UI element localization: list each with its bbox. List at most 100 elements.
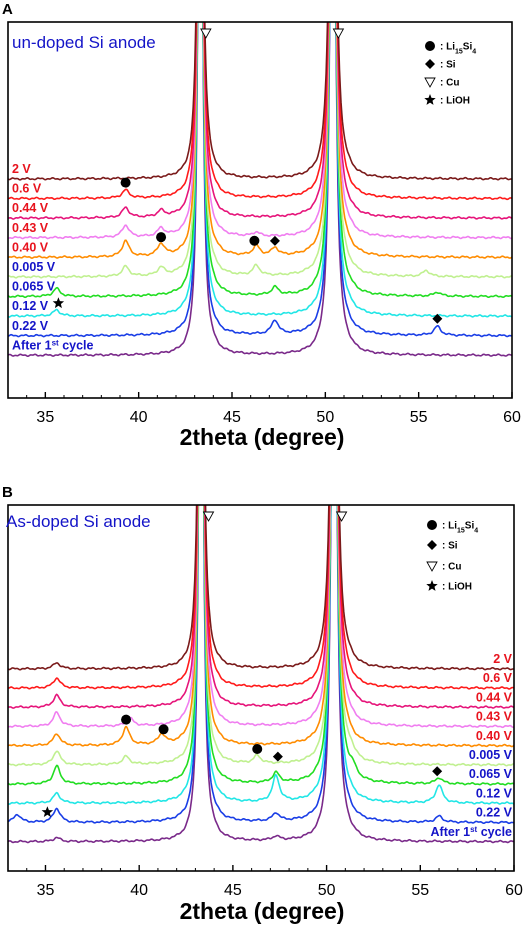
x-tick-label-60: 60 <box>503 409 521 426</box>
x-tick-label-50: 50 <box>318 882 336 899</box>
trace-0-40-v <box>8 505 514 748</box>
x-tick-label-55: 55 <box>411 882 429 899</box>
trace-label-0-6-v: 0.6 V <box>12 182 42 196</box>
legend-label-cu: : Cu <box>440 78 459 89</box>
trace-0-44-v <box>8 22 512 220</box>
trace-label-0-40-v: 0.40 V <box>12 240 49 254</box>
panel-a-x-ticks: 35 40 45 50 55 60 <box>7 392 521 426</box>
panel-b-letter: B <box>2 484 13 501</box>
legend-circle-icon <box>425 41 435 51</box>
legend-circle-icon <box>427 520 437 530</box>
legend-label-si: : Si <box>442 541 458 552</box>
x-tick-label-40: 40 <box>130 882 148 899</box>
trace-0-12-v <box>8 505 514 805</box>
panel-b: B 2 V 0.6 V 0.44 V 0.43 V 0.40 V 0.005 V 0.065… <box>2 484 523 924</box>
panel-b-x-axis-title: 2theta (degree) <box>180 898 345 924</box>
legend-label-lioh: : LiOH <box>442 582 472 593</box>
x-tick-label-45: 45 <box>224 882 242 899</box>
trace-0-40-v <box>8 22 512 260</box>
panel-a-title: un-doped Si anode <box>12 33 156 52</box>
trace-0-43-v <box>8 505 514 729</box>
trace-0-065-v <box>8 22 512 299</box>
legend-star-icon <box>424 94 436 105</box>
legend-diamond-icon <box>427 540 437 550</box>
trace-0-6-v <box>8 505 514 690</box>
trace-label-after-1st-cycle: After 1st cycle <box>12 338 94 353</box>
trace-0-005-v <box>8 22 512 279</box>
trace-0-6-v <box>8 22 512 201</box>
trace-label-0-6-v: 0.6 V <box>483 671 513 685</box>
marker-lioh-4 <box>41 806 54 817</box>
legend-label-lioh: : LiOH <box>440 96 470 107</box>
trace-label-0-005-v: 0.005 V <box>469 748 513 762</box>
legend-diamond-icon <box>425 59 435 69</box>
panel-b-title: As-doped Si anode <box>6 512 151 531</box>
trace-label-0-43-v: 0.43 V <box>12 221 49 235</box>
marker-si-5 <box>432 766 443 777</box>
marker-cu-7 <box>335 511 348 522</box>
trace-label-0-005-v: 0.005 V <box>12 260 56 274</box>
panel-b-traces <box>8 505 514 844</box>
trace-0-22-v <box>8 505 514 825</box>
marker-li15si4-2 <box>252 743 263 754</box>
marker-li15si4-2 <box>249 235 260 246</box>
trace-2-v <box>8 22 512 181</box>
trace-label-0-40-v: 0.40 V <box>476 729 513 743</box>
panel-b-phase-markers <box>41 511 443 817</box>
legend-label-si: : Si <box>440 60 456 71</box>
trace-0-22-v <box>8 22 512 338</box>
marker-li15si4-1 <box>156 232 167 243</box>
legend-label-cu: : Cu <box>442 562 461 573</box>
panel-a: A 2 V 0.6 V 0.44 V 0.43 V 0.40 V 0.005 V 0.065… <box>2 1 521 450</box>
trace-label-0-43-v: 0.43 V <box>476 710 513 724</box>
trace-after-1st-cycle <box>8 505 514 844</box>
marker-li15si4-0 <box>120 177 131 188</box>
trace-label-0-44-v: 0.44 V <box>12 201 49 215</box>
x-tick-label-50: 50 <box>316 409 334 426</box>
trace-0-12-v <box>8 22 512 318</box>
trace-label-0-12-v: 0.12 V <box>12 299 49 313</box>
legend-triangle-icon <box>424 77 436 88</box>
marker-cu-7 <box>332 28 345 39</box>
panel-a-legend: : Li15Si4 : Si : Cu : LiOH <box>424 41 476 107</box>
trace-label-0-22-v: 0.22 V <box>12 319 49 333</box>
legend-star-icon <box>426 580 438 591</box>
trace-label-0-065-v: 0.065 V <box>12 280 56 294</box>
x-tick-label-40: 40 <box>130 409 148 426</box>
marker-si-5 <box>432 313 443 324</box>
x-tick-label-35: 35 <box>36 409 54 426</box>
x-tick-label-35: 35 <box>37 882 55 899</box>
legend-label-li15si4: : Li15Si4 <box>440 42 476 56</box>
trace-0-44-v <box>8 505 514 709</box>
panel-a-phase-markers <box>52 28 443 324</box>
marker-si-3 <box>272 751 283 762</box>
panel-b-frame <box>7 504 515 872</box>
panel-a-frame <box>7 21 513 399</box>
trace-label-0-12-v: 0.12 V <box>476 786 513 800</box>
panel-b-x-ticks: 35 40 45 50 55 60 <box>7 865 523 899</box>
trace-label-after-1st-cycle: After 1st cycle <box>431 824 513 839</box>
marker-cu-6 <box>202 511 215 522</box>
trace-after-1st-cycle <box>8 22 512 357</box>
trace-label-2-v: 2 V <box>493 652 512 666</box>
legend-triangle-icon <box>426 561 438 572</box>
x-tick-label-60: 60 <box>505 882 523 899</box>
marker-si-3 <box>269 235 280 246</box>
marker-lioh-4 <box>52 297 65 309</box>
marker-cu-6 <box>200 28 212 39</box>
trace-2-v <box>8 505 514 671</box>
panel-a-traces <box>8 22 512 357</box>
x-tick-label-55: 55 <box>410 409 428 426</box>
legend-label-li15si4: : Li15Si4 <box>442 521 478 535</box>
trace-label-0-22-v: 0.22 V <box>476 806 513 820</box>
panel-a-x-axis-title: 2theta (degree) <box>180 424 345 450</box>
trace-0-43-v <box>8 22 512 240</box>
trace-label-0-065-v: 0.065 V <box>469 767 513 781</box>
trace-label-0-44-v: 0.44 V <box>476 690 513 704</box>
trace-0-065-v <box>8 505 514 786</box>
panel-a-letter: A <box>2 1 13 18</box>
trace-0-005-v <box>8 505 514 767</box>
x-tick-label-45: 45 <box>223 409 241 426</box>
marker-li15si4-1 <box>158 724 169 735</box>
